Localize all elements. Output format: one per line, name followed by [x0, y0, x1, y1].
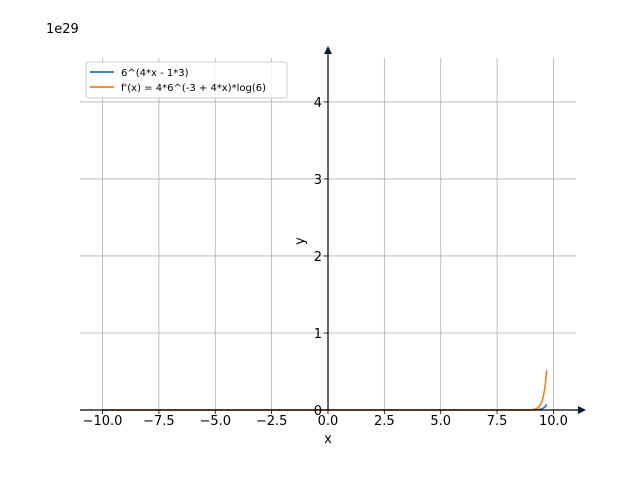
x-tick-label: −5.0	[199, 414, 231, 429]
series-line-df	[102, 370, 548, 411]
legend-frame	[85, 61, 288, 99]
y-axis-label: y	[293, 237, 308, 245]
x-tick-label: 0.0	[318, 414, 339, 429]
x-tick-label: −10.0	[83, 414, 123, 429]
x-axis-label: x	[324, 432, 332, 447]
series-line-f	[102, 404, 548, 411]
legend: 6^(4*x - 1*3) f'(x) = 4*6^(-3 + 4*x)*log…	[85, 61, 288, 99]
legend-label-f: 6^(4*x - 1*3)	[121, 68, 189, 79]
x-axis-arrow	[578, 406, 586, 414]
ticks: −10.0 −7.5 −5.0 −2.5 0.0 2.5 5.0 7.5 10.0 0 1 2 3 4	[83, 96, 568, 429]
y-tick-label: 2	[314, 250, 322, 265]
y-tick-label: 4	[314, 96, 322, 111]
y-tick-label: 0	[314, 404, 322, 419]
x-tick-label: −7.5	[143, 414, 175, 429]
series-layer	[102, 370, 548, 411]
y-axis-arrow	[324, 46, 332, 54]
legend-label-derivative: f'(x) = 4*6^(-3 + 4*x)*log(6)	[121, 83, 266, 94]
y-tick-label: 3	[314, 173, 322, 188]
y-axis-multiplier: 1e29	[46, 22, 79, 37]
x-tick-label: 7.5	[487, 414, 508, 429]
x-tick-label: 5.0	[430, 414, 451, 429]
x-tick-label: 10.0	[539, 414, 568, 429]
x-tick-label: −2.5	[256, 414, 288, 429]
x-tick-label: 2.5	[374, 414, 395, 429]
axes	[80, 46, 586, 414]
y-tick-label: 1	[314, 327, 322, 342]
